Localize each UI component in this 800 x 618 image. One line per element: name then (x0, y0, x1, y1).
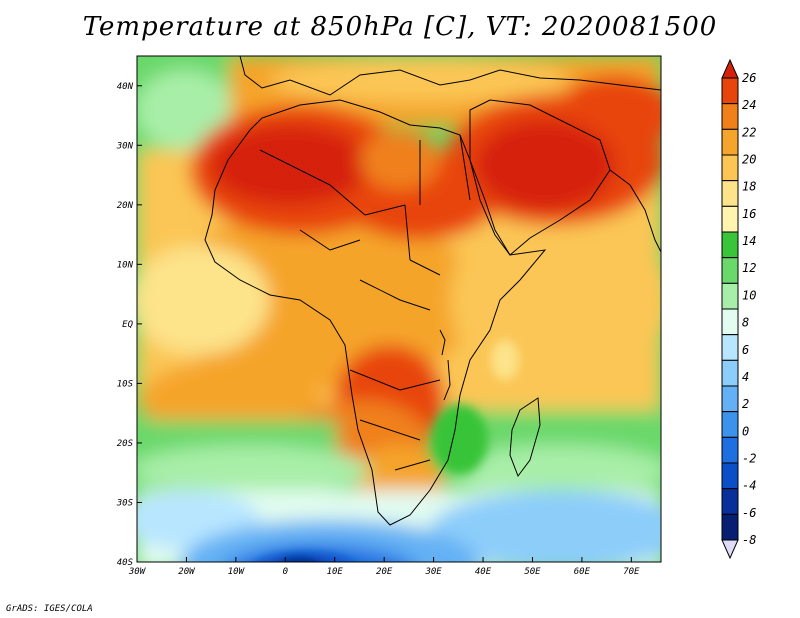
lon-tick-label: 60E (574, 567, 591, 577)
colorbar-label: 6 (742, 343, 749, 357)
plot-frame (136, 55, 662, 563)
colorbar-box (721, 308, 739, 336)
map-axes: 30W 20W 10W 0 10E 20E 30E 40E 50E 60E 70E 40N 30N 20N… (116, 82, 640, 577)
colorbar-box (721, 359, 739, 387)
lat-tick-label: 10S (117, 379, 134, 389)
colorbar-box (721, 257, 739, 284)
lat-tick-label: 30S (116, 498, 134, 508)
lon-tick-label: 40E (475, 567, 492, 577)
colorbar-label: 2 (742, 397, 749, 411)
colorbar-box (721, 411, 739, 438)
colorbar-box (721, 205, 739, 233)
colorbar-label: -2 (742, 451, 756, 465)
coastlines (204, 56, 661, 526)
country-borders (259, 134, 471, 471)
map-title: Temperature at 850hPa [C], VT: 202008150… (82, 12, 718, 42)
colorbar-label: 4 (742, 370, 749, 384)
colorbar-label: -6 (742, 506, 756, 520)
lat-tick-label: 40S (117, 558, 134, 568)
lon-tick-label: 10W (228, 567, 246, 577)
india-coast (609, 169, 661, 253)
lon-tick-label: 70E (623, 567, 640, 577)
colorbar-label: 8 (742, 316, 749, 330)
europe-coast (239, 56, 661, 96)
colorbar-box (721, 513, 739, 541)
lat-tick-label: 30N (116, 141, 134, 151)
lon-tick-label: 50E (524, 567, 541, 577)
colorbar-box (721, 462, 739, 490)
lat-tick-label: 20N (117, 201, 134, 211)
lat-tick-label: EQ (122, 320, 133, 330)
colorbar-label: 26 (742, 71, 756, 85)
temperature-field (137, 56, 661, 562)
lat-tick-label: 40N (117, 82, 134, 92)
lat-tick-label: 10N (117, 260, 134, 270)
lat-tick-label: 20S (117, 439, 134, 449)
colorbar-box (721, 231, 739, 259)
colorbar-label: 16 (742, 207, 756, 221)
colorbar-label: 22 (742, 125, 756, 139)
colorbar-box (721, 180, 739, 207)
africa-coast (204, 99, 547, 526)
colorbar-box (721, 103, 739, 130)
lakes (439, 329, 451, 401)
colorbar-label: 20 (742, 153, 756, 167)
colorbar-box (721, 77, 739, 105)
colorbar-box (721, 128, 739, 156)
colorbar-box (721, 154, 739, 182)
colorbar-label: 14 (742, 234, 756, 248)
colorbar-box (721, 282, 739, 310)
lon-tick-label: 30W (128, 567, 147, 577)
colorbar-box (721, 385, 739, 413)
credit-label: GrADS: IGES/COLA (6, 604, 93, 614)
colorbar-label: 0 (742, 424, 749, 438)
colorbar-bottom-arrow (721, 539, 739, 560)
madagascar-coast (509, 397, 541, 478)
colorbar-label: 12 (742, 261, 756, 275)
colorbar-top-arrow (721, 58, 739, 79)
colorbar-box (721, 436, 739, 464)
colorbar-box (721, 488, 739, 515)
lon-tick-label: 20E (376, 567, 393, 577)
colorbar-label: 10 (742, 288, 756, 302)
colorbar-label: 18 (742, 180, 756, 194)
lon-tick-label: 0 (283, 567, 288, 577)
colorbar-box (721, 334, 739, 361)
arabia-coast (469, 99, 611, 256)
colorbar-label: 24 (742, 98, 756, 112)
lon-tick-label: 30E (424, 567, 442, 577)
colorbar-label: -8 (742, 533, 756, 547)
lon-tick-label: 20W (178, 567, 196, 577)
colorbar-label: -4 (742, 479, 756, 493)
lon-tick-label: 10E (327, 567, 344, 577)
